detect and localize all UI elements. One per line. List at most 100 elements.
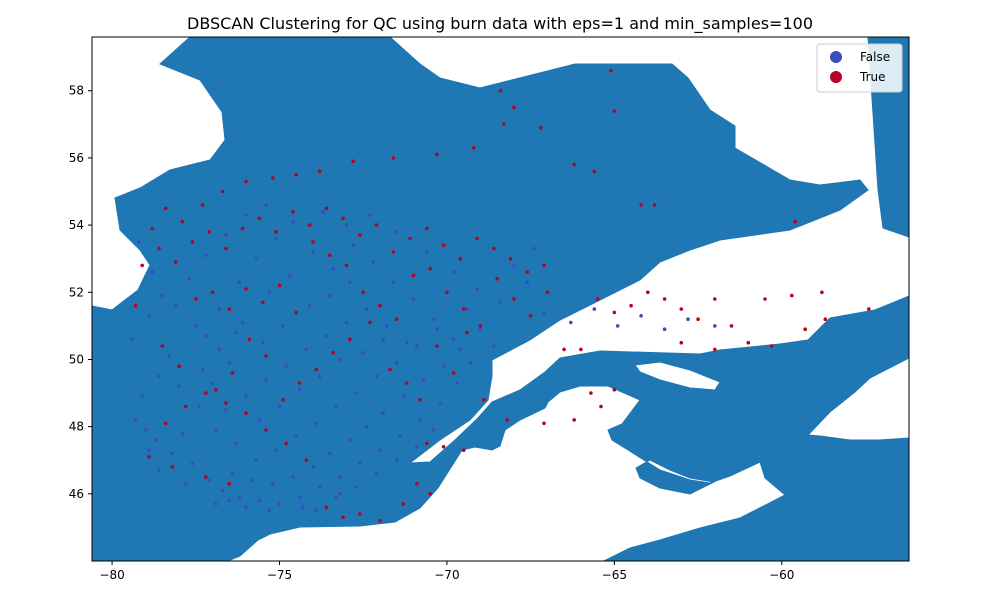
data-point-true bbox=[713, 347, 717, 352]
data-point-true bbox=[294, 310, 299, 315]
legend: False True bbox=[816, 43, 903, 93]
data-point-false bbox=[291, 219, 295, 224]
data-point-false bbox=[468, 361, 473, 365]
data-point-true bbox=[867, 307, 871, 311]
data-point-true bbox=[572, 418, 576, 422]
data-point-true bbox=[592, 169, 597, 174]
data-point-false bbox=[317, 485, 322, 489]
data-point-false bbox=[217, 307, 221, 311]
data-point-false bbox=[334, 404, 339, 409]
data-point-false bbox=[415, 445, 419, 449]
data-point-true bbox=[307, 223, 312, 227]
data-point-false bbox=[227, 498, 232, 503]
y-tick-label: 54 bbox=[69, 218, 84, 232]
data-point-false bbox=[478, 327, 483, 332]
legend-marker-true bbox=[830, 71, 842, 83]
data-point-true bbox=[790, 293, 794, 298]
data-point-true bbox=[378, 303, 382, 308]
x-tick-label: −80 bbox=[99, 568, 124, 582]
data-point-true bbox=[194, 297, 198, 301]
x-tick-label: −60 bbox=[769, 568, 794, 582]
data-point-true bbox=[204, 475, 208, 479]
data-point-true bbox=[545, 290, 550, 295]
data-point-true bbox=[374, 223, 379, 227]
data-point-false bbox=[257, 498, 262, 503]
data-point-false bbox=[371, 260, 376, 264]
data-point-false bbox=[431, 428, 436, 432]
data-point-false bbox=[204, 253, 208, 258]
data-point-false bbox=[421, 377, 426, 382]
data-point-false bbox=[351, 243, 356, 248]
data-point-false bbox=[287, 273, 292, 278]
data-point-false bbox=[338, 357, 342, 362]
data-point-true bbox=[425, 441, 429, 446]
data-point-true bbox=[498, 88, 503, 93]
plot-frame bbox=[91, 36, 910, 562]
data-point-true bbox=[746, 340, 751, 345]
data-point-true bbox=[277, 283, 282, 288]
data-point-true bbox=[314, 367, 319, 372]
data-point-false bbox=[157, 468, 161, 473]
data-point-true bbox=[404, 381, 409, 385]
data-point-true bbox=[358, 512, 362, 516]
data-point-false bbox=[240, 320, 245, 325]
data-point-true bbox=[160, 344, 165, 348]
data-point-false bbox=[458, 347, 463, 352]
data-point-true bbox=[317, 169, 322, 174]
data-point-false bbox=[314, 508, 319, 513]
legend-label-false: False bbox=[860, 50, 890, 64]
data-point-false bbox=[364, 424, 369, 429]
data-point-true bbox=[502, 122, 506, 127]
data-point-true bbox=[803, 327, 807, 332]
data-point-false bbox=[297, 495, 302, 500]
data-point-true bbox=[696, 317, 700, 322]
data-point-false bbox=[184, 481, 188, 486]
data-point-false bbox=[398, 434, 402, 439]
data-point-false bbox=[281, 324, 285, 328]
data-point-true bbox=[150, 226, 155, 231]
data-point-false bbox=[311, 465, 315, 469]
y-tick-label: 56 bbox=[69, 151, 84, 165]
data-point-false bbox=[297, 387, 302, 392]
data-point-true bbox=[324, 505, 329, 510]
data-point-true bbox=[294, 172, 299, 177]
data-point-false bbox=[451, 337, 456, 342]
data-point-true bbox=[542, 421, 546, 426]
x-axis: −80 −75 −70 −65 −60 bbox=[99, 561, 794, 582]
data-point-true bbox=[411, 273, 416, 278]
data-point-false bbox=[307, 303, 312, 308]
data-point-true bbox=[163, 206, 168, 211]
data-point-true bbox=[451, 371, 456, 375]
data-point-true bbox=[391, 250, 396, 254]
series-true-points bbox=[133, 68, 871, 523]
data-point-false bbox=[431, 317, 436, 322]
data-point-true bbox=[304, 458, 309, 463]
data-point-false bbox=[214, 502, 218, 506]
data-point-true bbox=[542, 263, 546, 268]
data-point-true bbox=[445, 290, 449, 295]
data-point-true bbox=[428, 267, 433, 271]
x-tick-label: −70 bbox=[434, 568, 459, 582]
data-point-false bbox=[254, 256, 258, 261]
data-point-false bbox=[187, 277, 191, 281]
data-point-false bbox=[455, 381, 459, 385]
data-point-false bbox=[261, 340, 265, 345]
data-point-true bbox=[257, 216, 262, 221]
data-point-true bbox=[230, 371, 235, 375]
data-point-true bbox=[297, 381, 302, 385]
data-point-true bbox=[428, 492, 433, 496]
data-point-true bbox=[358, 233, 362, 237]
data-point-false bbox=[438, 401, 443, 405]
data-point-false bbox=[157, 374, 161, 379]
data-point-false bbox=[348, 280, 352, 285]
data-point-true bbox=[525, 270, 530, 274]
data-point-true bbox=[200, 203, 205, 207]
data-point-false bbox=[227, 361, 232, 365]
data-point-true bbox=[344, 263, 349, 268]
data-point-true bbox=[247, 337, 252, 342]
data-point-false bbox=[237, 495, 242, 500]
data-point-true bbox=[415, 481, 419, 486]
data-point-true bbox=[589, 391, 593, 395]
data-point-false bbox=[374, 471, 379, 476]
